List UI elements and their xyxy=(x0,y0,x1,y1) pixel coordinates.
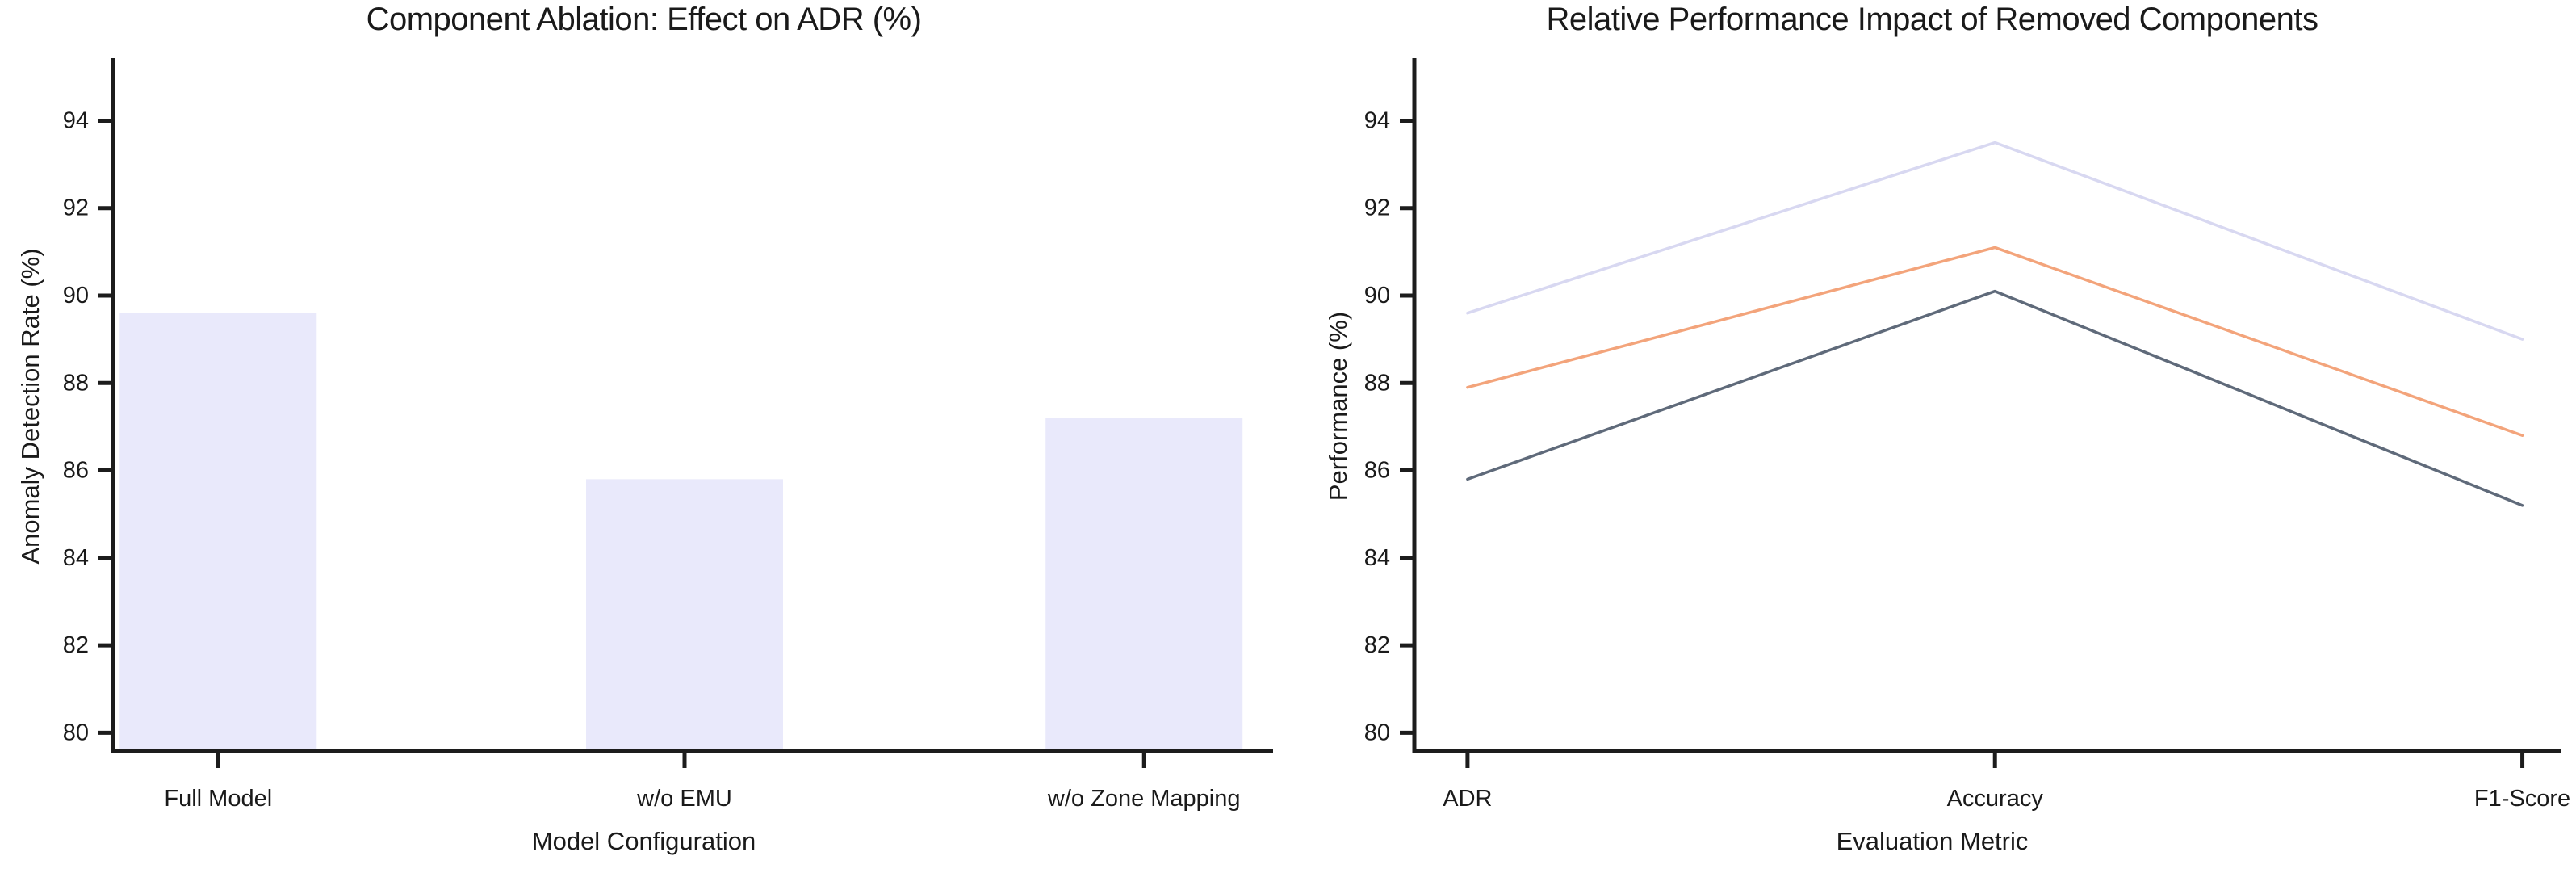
line-chart-title: Relative Performance Impact of Removed C… xyxy=(1546,2,2318,37)
y-tick-label: 92 xyxy=(63,195,89,221)
y-tick-label: 80 xyxy=(63,720,89,745)
y-tick-label: 82 xyxy=(63,632,89,658)
y-tick-label: 86 xyxy=(63,458,89,484)
bar-0 xyxy=(119,313,317,751)
y-tick-label: 88 xyxy=(63,370,89,396)
bar-chart-x-axis-label: Model Configuration xyxy=(531,827,756,855)
x-tick-label: w/o EMU xyxy=(636,786,732,812)
bar-2 xyxy=(1045,418,1243,750)
y-tick-label: 80 xyxy=(1364,720,1390,745)
x-tick-label: w/o Zone Mapping xyxy=(1047,786,1241,812)
x-tick-label: Full Model xyxy=(164,786,272,812)
y-tick-label: 86 xyxy=(1364,458,1390,484)
line-chart-plot-area: 80 82 84 86 88 90 92 94 ADR Accuracy F1-Score xyxy=(1364,58,2570,812)
bar-chart-title: Component Ablation: Effect on ADR (%) xyxy=(366,2,922,37)
y-tick-label: 84 xyxy=(63,545,89,571)
series-lavender-line xyxy=(1466,141,2524,341)
bar-chart-panel: Component Ablation: Effect on ADR (%) An… xyxy=(16,2,1273,855)
y-tick-label: 88 xyxy=(1364,370,1390,396)
x-tick-label: ADR xyxy=(1443,786,1492,812)
x-tick-label: F1-Score xyxy=(2474,786,2570,812)
y-tick-label: 94 xyxy=(1364,107,1390,133)
bar-1 xyxy=(586,479,783,750)
line-chart-panel: Relative Performance Impact of Removed C… xyxy=(1288,0,2576,894)
y-tick-label: 84 xyxy=(1364,545,1390,571)
y-tick-label: 90 xyxy=(63,283,89,308)
line-chart-x-axis-label: Evaluation Metric xyxy=(1836,827,2029,855)
bar-chart-plot-area: 80 82 84 86 88 90 92 94 Full Model w/o EMU w/o Zon… xyxy=(63,58,1273,812)
x-tick-label: Accuracy xyxy=(1947,786,2044,812)
y-tick-label: 94 xyxy=(63,107,89,133)
y-tick-label: 92 xyxy=(1364,195,1390,221)
series-orange-line xyxy=(1466,246,2524,437)
y-tick-label: 90 xyxy=(1364,283,1390,308)
series-gray-line xyxy=(1466,289,2524,507)
y-tick-label: 82 xyxy=(1364,632,1390,658)
